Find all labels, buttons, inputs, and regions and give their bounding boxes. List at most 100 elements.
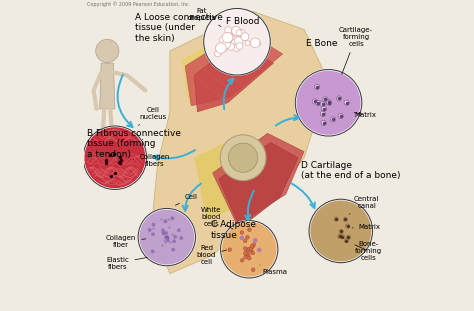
Circle shape: [166, 239, 170, 242]
Circle shape: [225, 27, 232, 34]
Text: F Blood: F Blood: [226, 17, 260, 26]
Circle shape: [240, 258, 244, 262]
Text: E Bone: E Bone: [306, 39, 337, 48]
Circle shape: [165, 235, 170, 239]
Circle shape: [246, 253, 250, 257]
Text: B Fibrous connective
tissue (forming
a tendon): B Fibrous connective tissue (forming a t…: [88, 129, 182, 159]
Text: Collagen
fibers: Collagen fibers: [133, 154, 170, 167]
FancyArrowPatch shape: [224, 79, 233, 109]
Circle shape: [222, 40, 230, 49]
Circle shape: [244, 247, 247, 250]
Text: Matrix: Matrix: [354, 112, 376, 118]
Text: Matrix: Matrix: [352, 224, 381, 230]
Circle shape: [253, 238, 257, 243]
Polygon shape: [219, 142, 298, 228]
Circle shape: [321, 120, 326, 125]
Circle shape: [137, 207, 196, 267]
Text: D Cartilage
(at the end of a bone): D Cartilage (at the end of a bone): [301, 161, 401, 180]
Circle shape: [203, 7, 271, 76]
Polygon shape: [194, 42, 273, 112]
Circle shape: [330, 117, 336, 122]
Circle shape: [247, 228, 251, 231]
Circle shape: [172, 239, 176, 243]
Circle shape: [239, 236, 244, 240]
Circle shape: [249, 249, 253, 253]
Circle shape: [294, 69, 363, 137]
Circle shape: [151, 232, 155, 236]
Circle shape: [312, 99, 318, 104]
Circle shape: [232, 26, 241, 35]
Circle shape: [220, 135, 266, 181]
Text: Fat
droplets: Fat droplets: [188, 8, 221, 26]
Polygon shape: [185, 30, 283, 106]
Circle shape: [173, 235, 177, 239]
Circle shape: [216, 43, 226, 53]
FancyArrowPatch shape: [276, 115, 299, 126]
Circle shape: [228, 248, 232, 252]
FancyArrowPatch shape: [182, 183, 201, 211]
FancyArrowPatch shape: [153, 150, 195, 160]
Circle shape: [252, 243, 256, 246]
Circle shape: [251, 244, 255, 248]
Circle shape: [171, 216, 174, 220]
Text: Collagen
fiber: Collagen fiber: [106, 235, 146, 248]
Circle shape: [238, 29, 245, 36]
Circle shape: [251, 268, 255, 272]
Circle shape: [231, 36, 241, 46]
Circle shape: [161, 228, 165, 232]
Circle shape: [164, 220, 167, 223]
FancyArrowPatch shape: [118, 75, 133, 127]
Circle shape: [139, 210, 194, 265]
Circle shape: [337, 96, 342, 101]
Text: Cell: Cell: [175, 194, 198, 205]
Circle shape: [177, 228, 181, 232]
Circle shape: [84, 127, 146, 188]
Circle shape: [234, 37, 243, 45]
Text: Red
blood
cell: Red blood cell: [197, 245, 227, 265]
Circle shape: [308, 198, 374, 264]
Circle shape: [250, 244, 254, 248]
Text: Central
canal: Central canal: [349, 196, 379, 214]
Circle shape: [247, 247, 251, 251]
Circle shape: [315, 84, 319, 90]
Circle shape: [246, 252, 249, 255]
Text: Cell
nucleus: Cell nucleus: [138, 107, 167, 125]
Circle shape: [256, 41, 261, 46]
Circle shape: [227, 34, 234, 41]
FancyArrowPatch shape: [292, 183, 315, 208]
Text: Plasma: Plasma: [260, 265, 288, 275]
Circle shape: [219, 36, 227, 44]
Circle shape: [297, 71, 361, 135]
Text: Elastic
fibers: Elastic fibers: [107, 257, 147, 270]
Text: A Loose connective
tissue (under
the skin): A Loose connective tissue (under the ski…: [135, 13, 223, 43]
Circle shape: [249, 247, 253, 250]
Polygon shape: [100, 63, 115, 109]
Circle shape: [320, 111, 325, 116]
Circle shape: [243, 239, 247, 243]
Circle shape: [338, 114, 343, 119]
Circle shape: [152, 223, 155, 226]
Circle shape: [245, 252, 248, 256]
Polygon shape: [194, 133, 273, 219]
Circle shape: [327, 100, 332, 105]
Circle shape: [320, 102, 325, 107]
Polygon shape: [182, 23, 262, 103]
Polygon shape: [212, 133, 304, 225]
Polygon shape: [152, 11, 328, 274]
Circle shape: [96, 39, 119, 63]
Circle shape: [223, 46, 228, 50]
Circle shape: [241, 33, 249, 41]
FancyArrowPatch shape: [245, 191, 254, 220]
Text: Copyright © 2009 Pearson Education, Inc.: Copyright © 2009 Pearson Education, Inc.: [88, 1, 191, 7]
Circle shape: [245, 41, 250, 46]
Circle shape: [244, 255, 247, 259]
Circle shape: [222, 32, 233, 43]
Circle shape: [233, 44, 240, 52]
Text: C Adipose
tissue: C Adipose tissue: [211, 220, 256, 240]
Circle shape: [151, 249, 155, 253]
Circle shape: [326, 100, 331, 105]
Text: Bone-
forming
cells: Bone- forming cells: [355, 241, 382, 261]
Circle shape: [227, 43, 235, 50]
Circle shape: [219, 220, 279, 279]
Circle shape: [205, 10, 269, 74]
